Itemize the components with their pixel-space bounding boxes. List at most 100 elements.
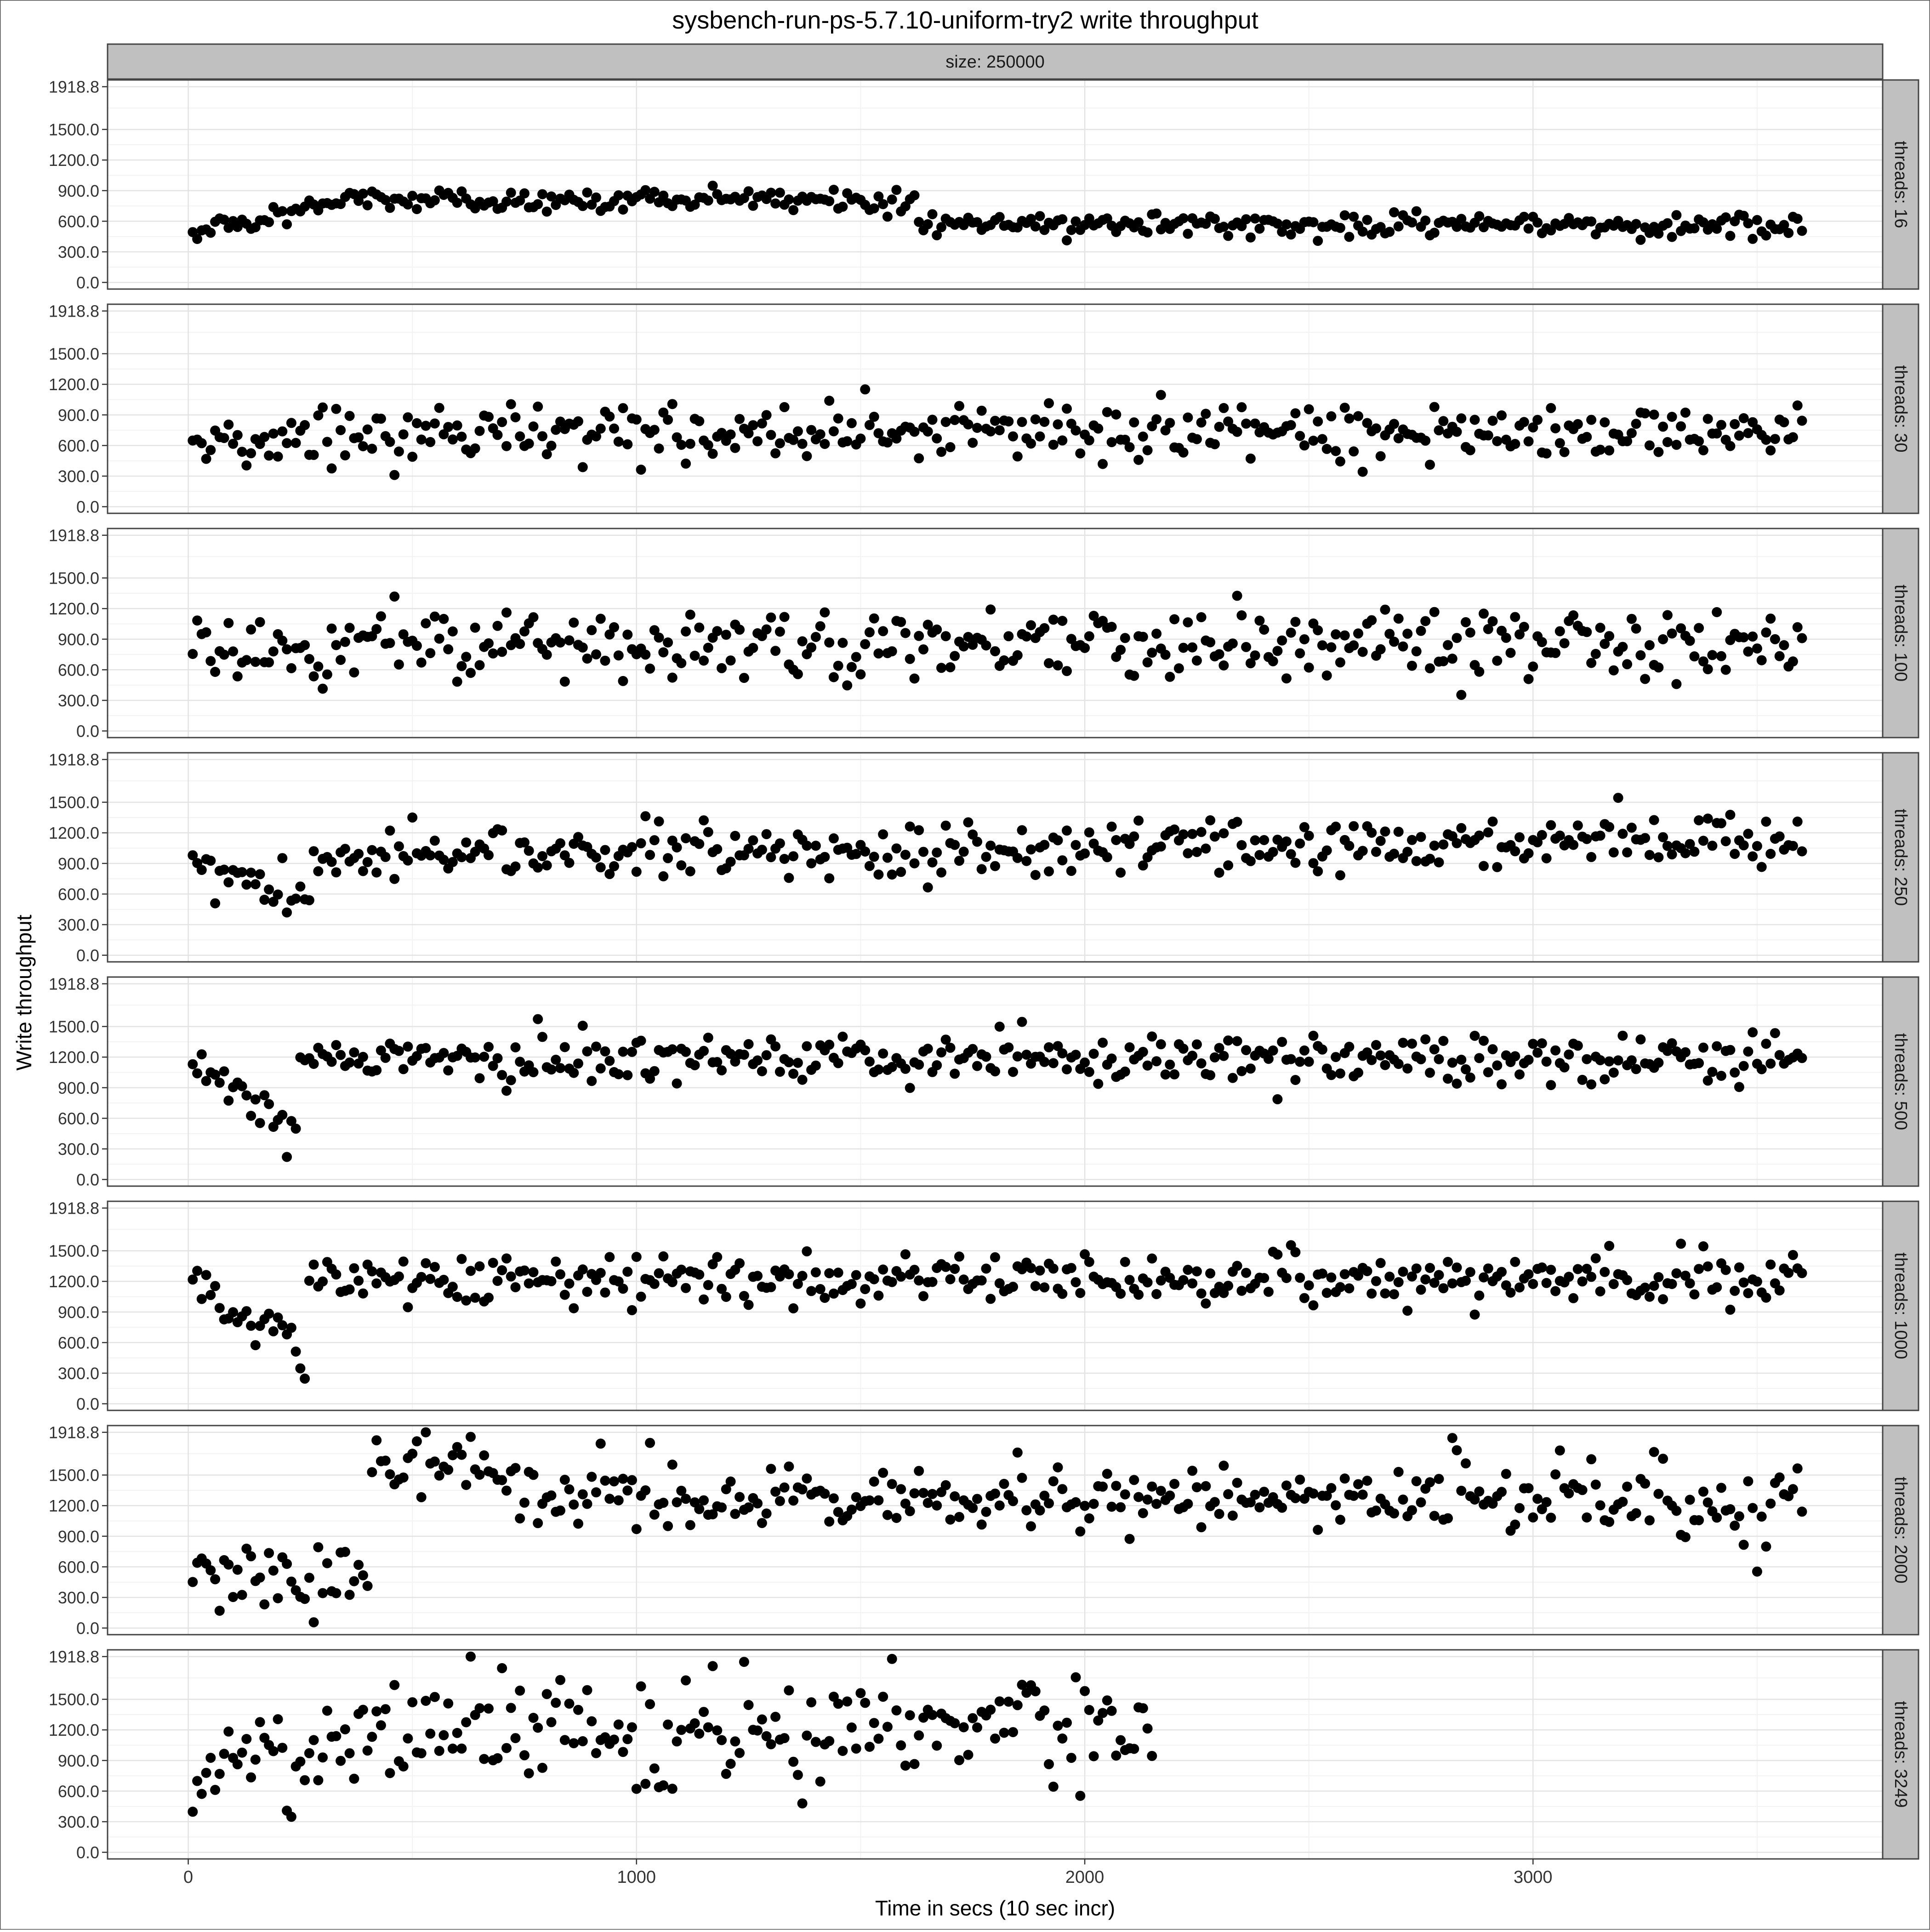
- data-point: [1572, 1040, 1583, 1051]
- data-point: [963, 632, 974, 642]
- data-point: [1106, 1705, 1117, 1716]
- data-point: [1586, 1454, 1597, 1465]
- data-point: [784, 1461, 794, 1472]
- data-point: [264, 1548, 274, 1558]
- data-point: [452, 1292, 462, 1302]
- y-tick-label: 1500.0: [49, 345, 99, 364]
- data-point: [1084, 631, 1094, 642]
- data-point: [672, 842, 682, 852]
- data-point: [1362, 1266, 1372, 1276]
- data-point: [1290, 858, 1301, 868]
- data-point: [945, 1274, 956, 1284]
- data-point: [551, 425, 561, 435]
- data-point: [1259, 1273, 1270, 1283]
- data-point: [1281, 673, 1292, 684]
- data-point: [1062, 1064, 1072, 1074]
- data-point: [1770, 1028, 1780, 1039]
- data-point: [1120, 633, 1130, 643]
- data-point: [1295, 648, 1305, 659]
- y-tick-label: 900.0: [58, 1751, 99, 1770]
- data-point: [1003, 1042, 1014, 1053]
- data-point: [1169, 1069, 1180, 1080]
- data-point: [864, 420, 875, 430]
- data-point: [1142, 445, 1153, 455]
- data-point: [725, 857, 736, 867]
- data-point: [1062, 666, 1072, 676]
- y-tick-label: 0.0: [76, 946, 99, 965]
- data-point: [1622, 436, 1633, 447]
- data-point: [344, 1284, 355, 1295]
- data-point: [318, 1276, 328, 1287]
- data-point: [1339, 630, 1350, 641]
- data-point: [1730, 1285, 1740, 1296]
- data-point: [1554, 1445, 1565, 1456]
- data-point: [766, 852, 776, 863]
- data-point: [658, 407, 669, 418]
- data-point: [1151, 1289, 1162, 1299]
- data-point: [1586, 852, 1597, 862]
- data-point: [779, 402, 790, 412]
- data-point: [1429, 1044, 1440, 1055]
- data-point: [1667, 628, 1677, 639]
- data-point: [447, 626, 458, 636]
- data-point: [1626, 1055, 1637, 1066]
- data-point: [757, 1518, 767, 1529]
- data-point: [501, 441, 512, 451]
- data-point: [1761, 1541, 1771, 1552]
- data-point: [676, 1725, 687, 1735]
- data-point: [1662, 841, 1673, 851]
- data-point: [497, 825, 507, 836]
- y-tick-label: 1918.8: [49, 975, 99, 994]
- data-point: [308, 1059, 319, 1069]
- data-point: [1044, 1498, 1054, 1509]
- data-point: [891, 1705, 902, 1716]
- data-point: [461, 1717, 472, 1727]
- facet-strip: [1882, 528, 1919, 739]
- data-point: [1443, 640, 1453, 650]
- data-point: [1389, 1289, 1399, 1300]
- data-point: [1357, 1489, 1368, 1500]
- data-point: [555, 1675, 565, 1685]
- data-point: [1380, 1060, 1390, 1070]
- data-point: [1111, 409, 1122, 420]
- data-point: [1331, 629, 1341, 640]
- data-point: [555, 1505, 565, 1516]
- data-point: [1492, 862, 1503, 872]
- data-point: [851, 1270, 861, 1280]
- data-point: [1254, 223, 1265, 234]
- data-point: [559, 1735, 570, 1745]
- data-point: [1326, 411, 1337, 421]
- data-point: [188, 1059, 198, 1069]
- data-point: [1702, 1261, 1713, 1272]
- data-point: [1178, 642, 1189, 653]
- data-point: [1694, 1264, 1704, 1274]
- data-point: [1716, 1071, 1726, 1081]
- data-point: [196, 865, 207, 875]
- data-point: [1425, 853, 1435, 864]
- data-point: [1156, 1275, 1166, 1286]
- data-point: [1183, 848, 1193, 858]
- data-point: [541, 449, 552, 460]
- data-point: [1554, 626, 1565, 636]
- y-tick-label: 900.0: [58, 1303, 99, 1322]
- data-point: [1039, 417, 1050, 427]
- data-point: [1550, 423, 1561, 433]
- data-point: [1178, 1044, 1189, 1054]
- data-point: [1765, 849, 1776, 859]
- panel-background: [108, 304, 1883, 513]
- data-point: [1299, 634, 1309, 645]
- data-point: [936, 663, 946, 673]
- data-point: [717, 663, 727, 673]
- data-point: [1676, 623, 1686, 634]
- data-point: [1748, 631, 1758, 642]
- data-point: [1407, 1505, 1417, 1516]
- data-point: [1429, 227, 1440, 238]
- data-point: [672, 1736, 682, 1747]
- data-point: [604, 629, 615, 640]
- data-point: [842, 1696, 853, 1707]
- data-point: [1752, 643, 1762, 654]
- data-point: [223, 419, 234, 430]
- data-point: [1286, 229, 1296, 240]
- data-point: [273, 1593, 283, 1603]
- data-point: [255, 1572, 265, 1583]
